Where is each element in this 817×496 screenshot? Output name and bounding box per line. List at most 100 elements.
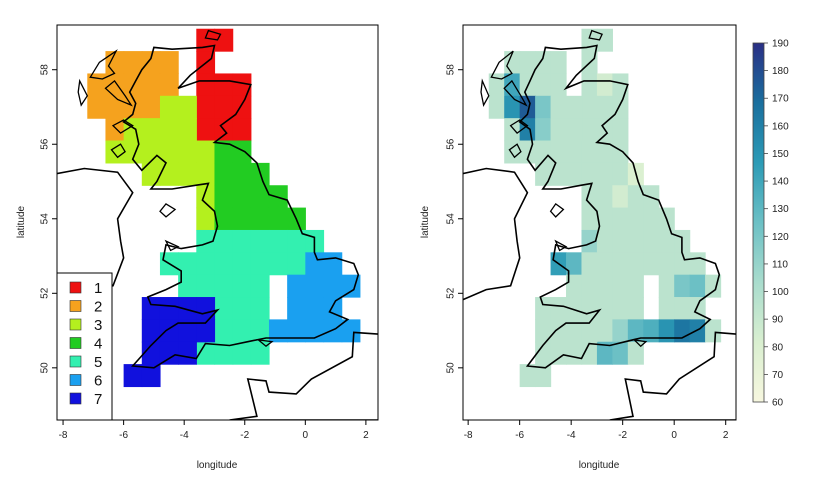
value-cell: [627, 185, 644, 209]
region-cell: [123, 51, 143, 75]
value-cell: [596, 95, 613, 119]
value-cell: [566, 252, 583, 276]
legend-label: 1: [94, 280, 102, 297]
region-cell: [305, 252, 325, 276]
region-cell: [178, 162, 197, 186]
region-cell: [178, 118, 197, 142]
y-tick-label: 58: [446, 64, 457, 76]
coastline-island: [77, 78, 89, 107]
value-cell: [535, 319, 552, 343]
value-cell: [581, 118, 598, 142]
colorbar-tick-label: 130: [772, 204, 789, 215]
y-axis: 50 52 54 56 58: [40, 64, 57, 373]
value-cell: [504, 140, 521, 164]
region-cell: [178, 252, 197, 276]
coastline-island: [509, 119, 529, 134]
coastline-great-britain: [518, 44, 721, 369]
region-cell: [268, 229, 288, 253]
value-cell: [519, 364, 536, 388]
value-cell: [581, 252, 598, 276]
region-cell: [214, 95, 234, 119]
region-cell: [305, 297, 325, 320]
value-map: -8 -6 -4 -2 0 2 50 52 54 56 58 longitude latitude: [420, 24, 737, 471]
region-cell: [123, 364, 143, 388]
region-cell: [159, 297, 179, 320]
value-cell: [550, 162, 567, 186]
value-cell: [535, 297, 552, 320]
value-cell: [612, 297, 629, 320]
region-cell: [141, 95, 161, 119]
region-cell: [287, 252, 306, 276]
value-cell: [596, 341, 613, 365]
coastline-island: [89, 49, 118, 80]
region-cell: [196, 162, 216, 186]
colorbar-tick-label: 120: [772, 232, 789, 243]
value-cell: [612, 185, 629, 209]
region-cell: [178, 274, 197, 298]
region-cell: [141, 118, 161, 142]
coastline-france: [229, 331, 378, 420]
region-cell: [268, 319, 288, 343]
region-cell: [105, 118, 125, 142]
value-cell: [658, 274, 675, 298]
region-cell: [250, 185, 270, 209]
region-cell: [250, 341, 270, 365]
colorbar-tick-label: 160: [772, 121, 789, 132]
region-cell: [268, 207, 288, 231]
x-tick-label: -8: [59, 430, 68, 441]
value-cell: [566, 140, 583, 164]
region-cell: [214, 185, 234, 209]
region-cell: [250, 297, 270, 320]
region-cell: [214, 274, 234, 298]
region-cell: [196, 274, 216, 298]
region-cell: [178, 297, 197, 320]
value-cell: [581, 341, 598, 365]
value-cell: [596, 319, 613, 343]
legend-swatch: [69, 355, 82, 368]
region-cell: [305, 274, 325, 298]
y-tick-label: 54: [40, 213, 51, 225]
value-cell: [596, 162, 613, 186]
y-tick-label: 52: [40, 287, 51, 299]
region-cell: [178, 319, 197, 343]
coastline-island: [204, 29, 222, 41]
region-cell: [232, 297, 252, 320]
value-cell: [612, 73, 629, 97]
region-cell: [232, 185, 252, 209]
region-cell: [232, 229, 252, 253]
value-cell: [658, 297, 675, 320]
coastline-island: [503, 79, 528, 107]
coastline-island: [104, 79, 133, 107]
region-cell: [305, 319, 325, 343]
value-cell: [581, 95, 598, 119]
y-tick-label: 54: [446, 213, 457, 225]
region-cell: [159, 140, 179, 164]
x-axis: -8 -6 -4 -2 0 2: [59, 420, 369, 441]
coastline-island: [508, 143, 522, 159]
coastline: [57, 29, 378, 420]
value-cell: [674, 319, 691, 343]
coastline-island: [480, 78, 490, 107]
legend-label: 4: [94, 336, 102, 353]
region-cells: [87, 28, 361, 388]
legend-swatch: [69, 281, 82, 294]
value-cell: [550, 319, 567, 343]
region-cell: [268, 252, 288, 276]
region-cell: [196, 95, 216, 119]
region-cell: [287, 319, 306, 343]
coastline-island: [111, 119, 134, 134]
region-cell: [232, 274, 252, 298]
region-cell: [141, 341, 161, 365]
y-tick-label: 56: [446, 138, 457, 150]
value-cell: [674, 274, 691, 298]
value-cell: [535, 73, 552, 97]
value-cell: [627, 319, 644, 343]
region-cell: [141, 319, 161, 343]
region-cell: [141, 162, 161, 186]
legend-swatch: [69, 300, 82, 312]
value-cell: [581, 229, 598, 253]
value-cell: [658, 229, 675, 253]
value-cell: [581, 185, 598, 209]
value-cell: [612, 319, 629, 343]
